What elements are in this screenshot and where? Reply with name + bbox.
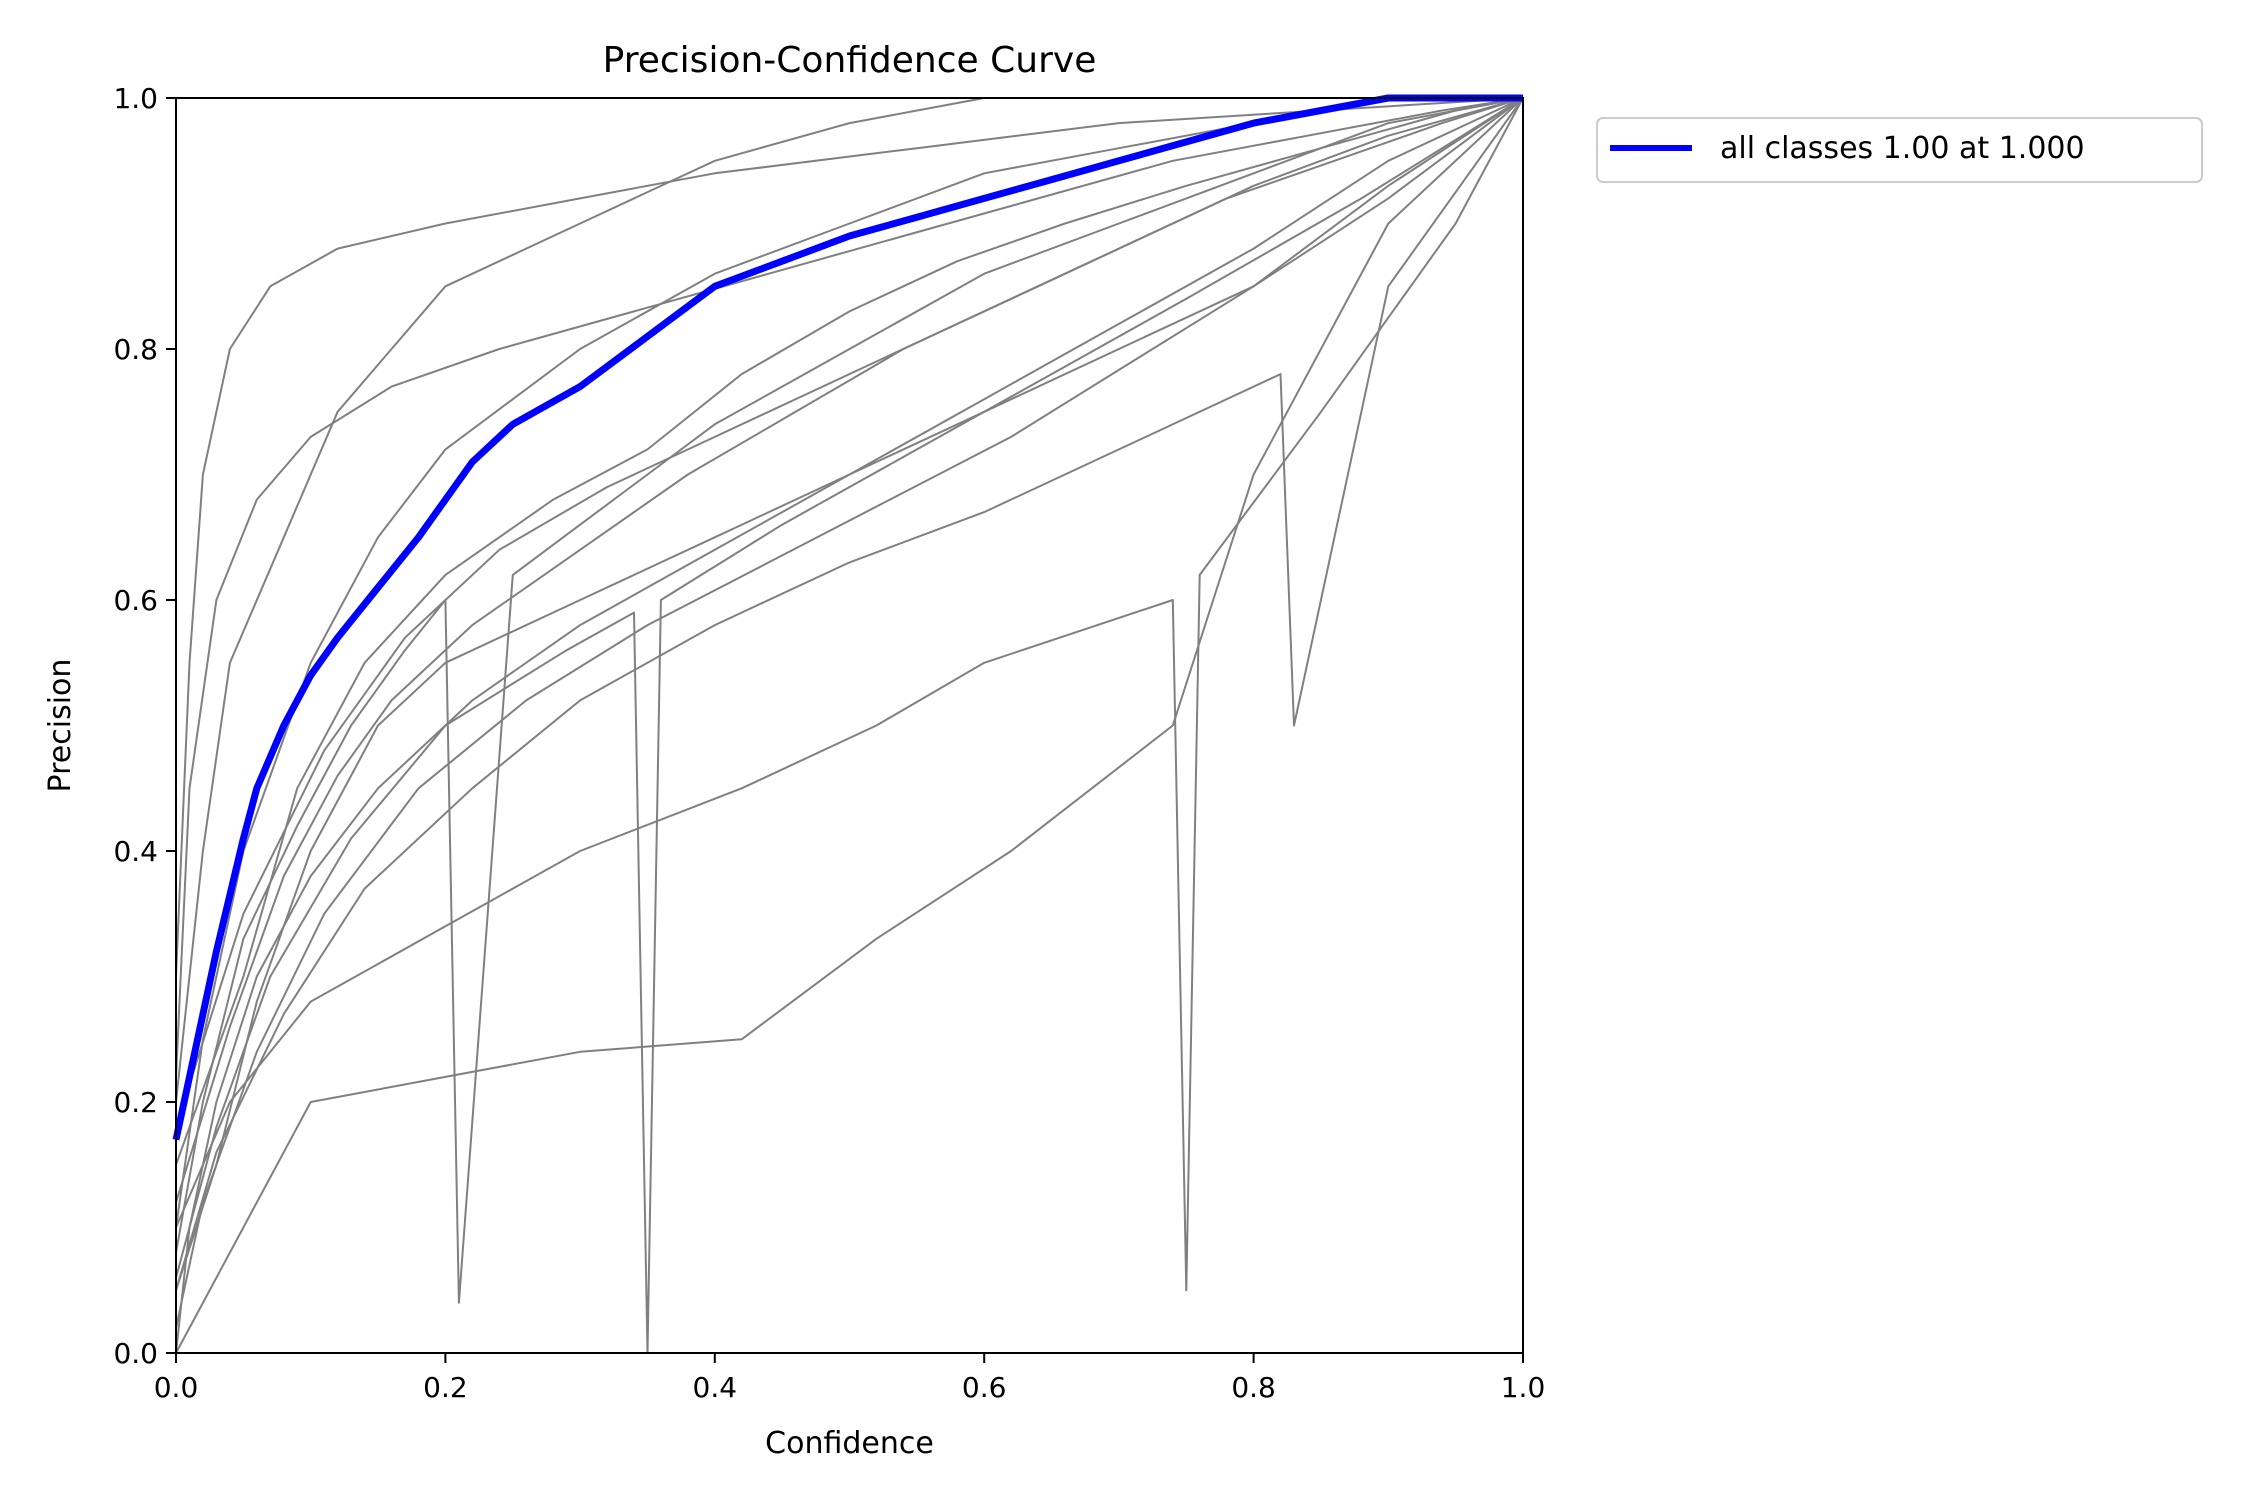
chart-lines-layer [172, 94, 1524, 1354]
y-tick-label: 1.0 [113, 82, 158, 115]
x-tick-label: 0.8 [1231, 1371, 1276, 1404]
series-line-class-11 [175, 97, 1524, 1329]
x-tick-label: 0.2 [423, 1371, 468, 1404]
y-tick-label: 0.4 [113, 835, 158, 868]
x-axis: 0.0 0.2 0.4 0.6 0.8 1.0 [154, 1353, 1546, 1404]
series-line-class-7 [175, 97, 1524, 1203]
legend-box [1596, 117, 2203, 183]
legend-label: all classes 1.00 at 1.000 [1720, 131, 2085, 166]
series-line-class-1 [175, 97, 1523, 1228]
x-axis-label: Confidence [765, 1426, 934, 1461]
plot-frame [175, 97, 1524, 1354]
series-line-class-14 [175, 97, 1524, 1077]
y-tick-label: 0.8 [113, 333, 158, 366]
y-tick-label: 0.2 [113, 1086, 158, 1119]
x-tick-label: 0.0 [154, 1371, 199, 1404]
legend: all classes 1.00 at 1.000 [1596, 117, 2203, 183]
x-tick-label: 0.6 [962, 1371, 1007, 1404]
x-tick-label: 0.4 [693, 1371, 738, 1404]
series-line-class-2 [175, 97, 1524, 1291]
y-tick-label: 0.6 [113, 584, 158, 617]
series-line-class-13 [175, 97, 1524, 1354]
series-line-class-8 [175, 97, 1524, 977]
series-line-class-15 [175, 97, 1524, 1291]
series-line-class-12 [175, 97, 1524, 1292]
y-axis-label: Precision [43, 659, 78, 793]
series-line-class-5 [175, 97, 1524, 1166]
chart-title: Precision-Confidence Curve [603, 40, 1097, 81]
series-line-class-6 [175, 97, 1524, 1304]
x-tick-label: 1.0 [1501, 1371, 1546, 1404]
y-tick-label: 0.0 [113, 1337, 158, 1370]
series-line-class-10 [175, 97, 1524, 1128]
y-axis: 0.0 0.2 0.4 0.6 0.8 1.0 [113, 82, 176, 1370]
series-line-all-classes [172, 94, 1523, 1141]
series-line-class-4 [175, 97, 1524, 1354]
